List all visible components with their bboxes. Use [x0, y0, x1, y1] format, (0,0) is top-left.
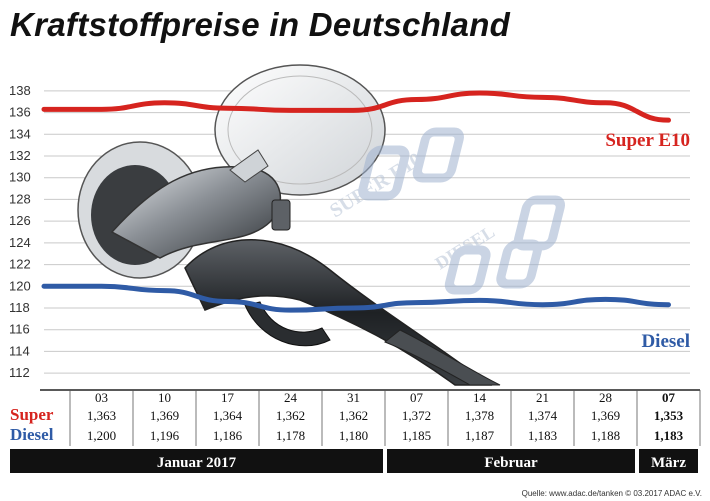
super-price-value: 1,364 [213, 408, 243, 423]
nozzle-body [110, 166, 281, 259]
super-price-value: 1,362 [339, 408, 368, 423]
y-tick-label: 118 [9, 300, 30, 315]
date-label: 28 [599, 390, 612, 405]
month-label-maerz: März [651, 455, 686, 471]
table-row-label-super: Super [10, 405, 54, 424]
diesel-series-label: Diesel [641, 331, 690, 352]
y-tick-label: 126 [9, 213, 31, 228]
y-tick-label: 138 [9, 83, 31, 98]
diesel-price-value: 1,183 [654, 428, 684, 443]
super-e10-series-label: Super E10 [605, 130, 690, 151]
super-price-value: 1,363 [87, 408, 116, 423]
month-band-segment [10, 449, 383, 473]
date-label: 31 [347, 390, 360, 405]
y-tick-label: 134 [9, 126, 31, 141]
y-tick-label: 136 [9, 105, 31, 120]
date-label: 21 [536, 390, 549, 405]
month-band: Januar 2017 Februar März [10, 449, 698, 473]
date-label: 03 [95, 390, 108, 405]
super-price-value: 1,362 [276, 408, 305, 423]
y-tick-label: 116 [9, 322, 30, 337]
date-label: 14 [473, 390, 487, 405]
fuel-cap-rim [227, 75, 373, 185]
diesel-price-value: 1,180 [339, 428, 368, 443]
diesel-price-value: 1,186 [213, 428, 243, 443]
diesel-price-value: 1,188 [591, 428, 620, 443]
y-tick-label: 124 [9, 235, 31, 250]
date-label: 24 [284, 390, 298, 405]
y-tick-label: 114 [9, 343, 30, 358]
diesel-price-value: 1,183 [528, 428, 557, 443]
date-label: 10 [158, 390, 171, 405]
super-price-value: 1,372 [402, 408, 431, 423]
source-credit: Quelle: www.adac.de/tanken © 03.2017 ADA… [521, 489, 702, 498]
date-label: 17 [221, 390, 235, 405]
nozzle-collar [229, 149, 269, 183]
month-band-segment [639, 449, 698, 473]
y-tick-label: 112 [9, 365, 30, 380]
y-tick-label: 128 [9, 191, 31, 206]
nozzle-valve [271, 199, 291, 231]
date-label: 07 [662, 390, 676, 405]
fuel-nozzle-illustration: SUPER E10 DIESEL [77, 64, 566, 386]
nozzle-trigger-guard [244, 301, 331, 347]
y-tick-label: 120 [9, 278, 31, 293]
diesel-price-value: 1,185 [402, 428, 431, 443]
month-band-segment [387, 449, 635, 473]
super-price-value: 1,369 [150, 408, 179, 423]
fuel-hose [384, 329, 501, 386]
diesel-price-value: 1,200 [87, 428, 116, 443]
month-label-januar: Januar 2017 [157, 455, 237, 471]
super-price-value: 1,353 [654, 408, 684, 423]
diesel-price-value: 1,178 [276, 428, 305, 443]
tick-labels: 112 114 116 118 120 122 124 126 128 130 132 134 136 1… [9, 83, 31, 380]
y-tick-label: 130 [9, 170, 31, 185]
chart-title: Kraftstoffpreise in Deutschland [10, 6, 511, 43]
diesel-price-value: 1,196 [150, 428, 180, 443]
diesel-price-value: 1,187 [465, 428, 495, 443]
super-price-value: 1,369 [591, 408, 620, 423]
series-lines [41, 90, 671, 313]
super-price-value: 1,374 [528, 408, 558, 423]
table-row-label-diesel: Diesel [10, 425, 54, 444]
y-tick-label: 132 [9, 148, 31, 163]
month-label-februar: Februar [484, 455, 538, 471]
date-label: 07 [410, 390, 424, 405]
super-price-value: 1,378 [465, 408, 494, 423]
y-tick-label: 122 [9, 257, 31, 272]
price-table: 03 1,363 1,200 10 1,369 1,196 17 1,364 1,186 24 1,… [40, 389, 701, 446]
